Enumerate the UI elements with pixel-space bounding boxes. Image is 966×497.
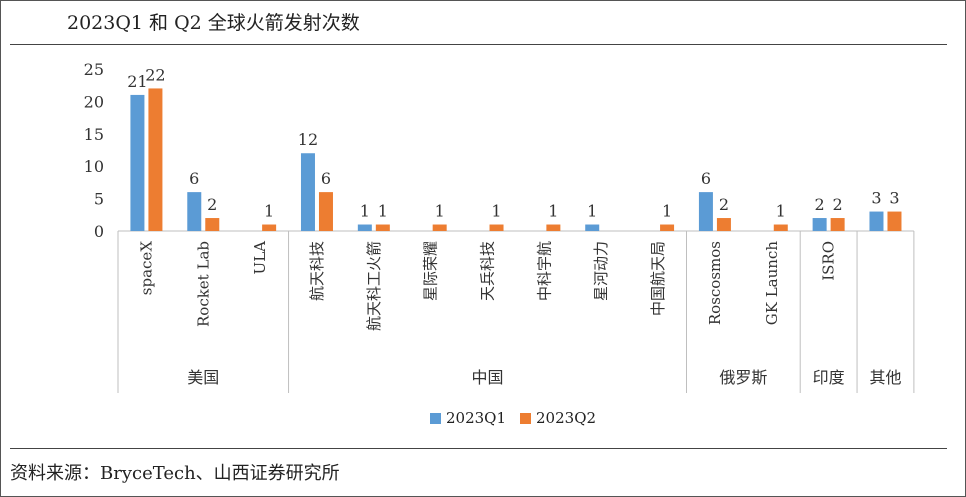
group-label: 中国 bbox=[472, 368, 504, 387]
legend-label-q1: 2023Q1 bbox=[446, 409, 507, 427]
legend-item-q1: 2023Q1 bbox=[430, 409, 506, 427]
data-label: 12 bbox=[298, 130, 318, 149]
source-divider bbox=[10, 448, 947, 449]
title-divider bbox=[10, 44, 947, 45]
bar-q1 bbox=[357, 224, 372, 231]
bar-q2 bbox=[148, 88, 163, 231]
data-label: 1 bbox=[662, 202, 672, 221]
x-tick-label: 中国航天局 bbox=[649, 241, 667, 316]
x-tick-label: GK Launch bbox=[763, 241, 781, 326]
legend: 2023Q1 2023Q2 bbox=[430, 409, 610, 427]
bar-q2 bbox=[375, 224, 390, 231]
bar-q2 bbox=[432, 224, 447, 231]
data-label: 22 bbox=[145, 65, 165, 84]
legend-item-q2: 2023Q2 bbox=[520, 409, 596, 427]
x-tick-label: spaceX bbox=[137, 241, 155, 296]
bar-q2 bbox=[660, 224, 675, 231]
group-label: 美国 bbox=[187, 368, 219, 387]
x-tick-label: 天兵科技 bbox=[479, 241, 497, 301]
bar-q2 bbox=[716, 218, 731, 231]
data-label: 1 bbox=[587, 202, 597, 221]
x-tick-label: ULA bbox=[251, 241, 269, 275]
y-tick-label: 25 bbox=[84, 60, 104, 79]
data-label: 6 bbox=[321, 169, 331, 188]
x-tick-label: 航天科工火箭 bbox=[365, 241, 383, 331]
bar-q1 bbox=[130, 94, 145, 231]
legend-swatch-q1 bbox=[430, 412, 441, 424]
x-tick-label: 中科宇航 bbox=[535, 241, 553, 301]
data-label: 1 bbox=[360, 202, 370, 221]
legend-swatch-q2 bbox=[520, 412, 532, 424]
bar-q2 bbox=[205, 218, 220, 231]
data-label: 2 bbox=[207, 195, 217, 214]
bar-q2 bbox=[318, 192, 333, 231]
data-label: 2 bbox=[719, 195, 729, 214]
y-tick-label: 0 bbox=[94, 222, 104, 241]
bar-q1 bbox=[300, 153, 315, 231]
data-label: 1 bbox=[776, 202, 786, 221]
data-label: 1 bbox=[435, 202, 445, 221]
data-label: 6 bbox=[189, 169, 199, 188]
y-tick-label: 10 bbox=[84, 157, 104, 176]
data-label: 2 bbox=[815, 195, 825, 214]
chart-title: 2023Q1 和 Q2 全球火箭发射次数 bbox=[67, 12, 360, 34]
x-tick-label: Rocket Lab bbox=[194, 241, 212, 327]
data-label: 3 bbox=[871, 189, 881, 208]
bar-q2 bbox=[262, 224, 277, 231]
data-label: 1 bbox=[548, 202, 558, 221]
x-tick-label: 星河动力 bbox=[592, 241, 610, 301]
group-label: 其他 bbox=[869, 368, 901, 387]
group-label: 印度 bbox=[813, 368, 845, 387]
bar-q2 bbox=[489, 224, 504, 231]
x-tick-label: 星际荣耀 bbox=[422, 241, 440, 301]
bar-q2 bbox=[773, 224, 788, 231]
data-label: 3 bbox=[889, 189, 899, 208]
x-tick-label: Roscosmos bbox=[706, 241, 724, 325]
y-tick-label: 20 bbox=[84, 92, 104, 111]
bar-q2 bbox=[887, 211, 902, 231]
x-tick-label: ISRO bbox=[820, 241, 838, 281]
legend-label-q2: 2023Q2 bbox=[536, 409, 597, 427]
bar-q2 bbox=[546, 224, 561, 231]
data-label: 1 bbox=[264, 202, 274, 221]
data-label: 1 bbox=[491, 202, 501, 221]
bar-q1 bbox=[187, 192, 202, 231]
x-tick-label: 航天科技 bbox=[308, 241, 326, 301]
bar-q1 bbox=[585, 224, 600, 231]
y-tick-label: 5 bbox=[94, 190, 104, 209]
data-label: 2 bbox=[833, 195, 843, 214]
bar-q1 bbox=[869, 211, 884, 231]
data-label: 6 bbox=[701, 169, 711, 188]
bar-q2 bbox=[830, 218, 845, 231]
y-tick-label: 15 bbox=[84, 125, 104, 144]
bar-q1 bbox=[812, 218, 827, 231]
bar-q1 bbox=[698, 192, 713, 231]
data-label: 1 bbox=[378, 202, 388, 221]
source-note: 资料来源：BryceTech、山西证券研究所 bbox=[10, 463, 340, 484]
group-label: 俄罗斯 bbox=[719, 368, 767, 387]
data-label: 21 bbox=[127, 72, 147, 91]
